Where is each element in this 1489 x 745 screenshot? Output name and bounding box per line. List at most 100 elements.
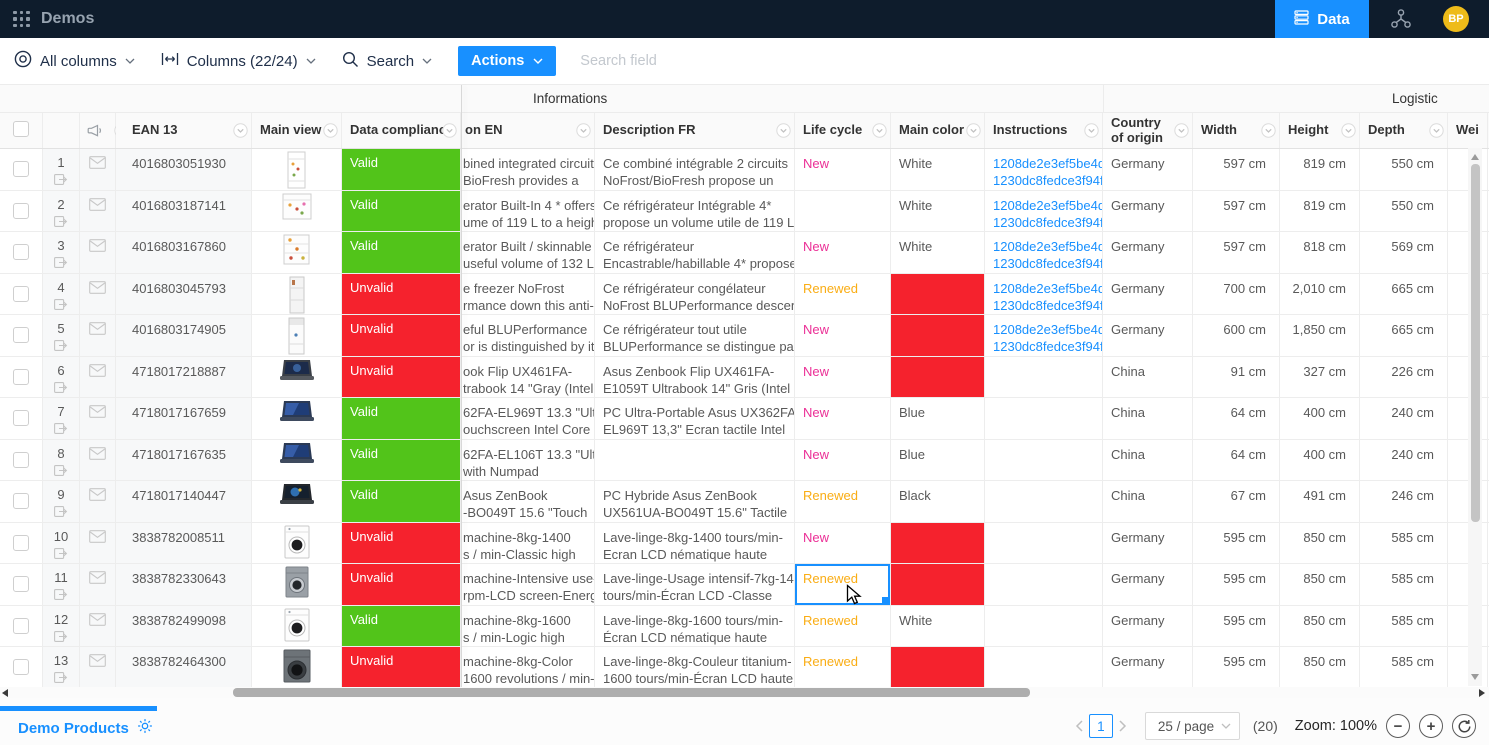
- cell-description-en[interactable]: machine-Intensive use-rpm-LCD screen-Ene…: [461, 564, 595, 605]
- cell-description-fr[interactable]: Ce réfrigérateur congélateur NoFrost BLUP…: [595, 273, 795, 314]
- cell-height[interactable]: 850 cm: [1280, 522, 1360, 563]
- cell-main-view[interactable]: [252, 398, 342, 439]
- cell-main-color[interactable]: [891, 522, 985, 563]
- cell-depth[interactable]: 585 cm: [1360, 522, 1448, 563]
- next-page-button[interactable]: [1113, 720, 1133, 732]
- filter-icon[interactable]: [966, 123, 981, 141]
- cell-main-color[interactable]: [891, 273, 985, 314]
- cell-description-fr[interactable]: PC Hybride Asus ZenBook UX561UA-BO049T 15…: [595, 481, 795, 522]
- cell-country[interactable]: Germany: [1103, 564, 1193, 605]
- cell-depth[interactable]: 246 cm: [1360, 481, 1448, 522]
- cell-ean[interactable]: 3838782008511: [116, 522, 252, 563]
- cell-data-compliance[interactable]: Valid: [342, 398, 461, 439]
- cell-weight[interactable]: [1448, 190, 1488, 231]
- cell-weight[interactable]: [1448, 522, 1488, 563]
- cell-width[interactable]: 595 cm: [1193, 522, 1280, 563]
- vertical-scrollbar[interactable]: [1468, 148, 1482, 686]
- header-depth[interactable]: Depth: [1360, 113, 1448, 148]
- cell-weight[interactable]: [1448, 481, 1488, 522]
- filter-icon[interactable]: [233, 123, 248, 141]
- cell-country[interactable]: Germany: [1103, 522, 1193, 563]
- cell-description-en[interactable]: erator Built / skinnable 4 useful volume …: [461, 232, 595, 273]
- open-record-icon[interactable]: [43, 380, 79, 397]
- row-checkbox[interactable]: [13, 202, 29, 219]
- envelope-icon[interactable]: [89, 488, 106, 504]
- prev-page-button[interactable]: [1069, 720, 1089, 732]
- open-record-icon[interactable]: [43, 670, 79, 687]
- open-record-icon[interactable]: [43, 214, 79, 231]
- cell-description-en[interactable]: erator Built-In 4 * offers a ume of 119 L…: [461, 190, 595, 231]
- cell-country[interactable]: Germany: [1103, 605, 1193, 646]
- row-checkbox[interactable]: [13, 244, 29, 260]
- cell-height[interactable]: 1,850 cm: [1280, 315, 1360, 356]
- cell-life-cycle[interactable]: New: [795, 398, 891, 439]
- current-page[interactable]: 1: [1088, 714, 1113, 738]
- envelope-icon[interactable]: [89, 612, 106, 629]
- cell-ean[interactable]: 4016803045793: [116, 273, 252, 314]
- cell-country[interactable]: China: [1103, 481, 1193, 522]
- cell-ean[interactable]: 4016803187141: [116, 190, 252, 231]
- cell-country[interactable]: Germany: [1103, 190, 1193, 231]
- cell-main-view[interactable]: [252, 564, 342, 605]
- cell-depth[interactable]: 240 cm: [1360, 398, 1448, 439]
- cell-main-view[interactable]: [252, 149, 342, 190]
- cell-height[interactable]: 491 cm: [1280, 481, 1360, 522]
- cell-description-en[interactable]: Asus ZenBook -BO049T 15.6 "Touch: [461, 481, 595, 522]
- cell-main-color[interactable]: White: [891, 605, 985, 646]
- row-checkbox[interactable]: [13, 617, 29, 634]
- cell-life-cycle[interactable]: Renewed: [795, 481, 891, 522]
- cell-depth[interactable]: 550 cm: [1360, 190, 1448, 231]
- cell-main-color[interactable]: Black: [891, 481, 985, 522]
- cell-main-view[interactable]: [252, 232, 342, 273]
- cell-ean[interactable]: 4718017140447: [116, 481, 252, 522]
- header-weight[interactable]: Wei: [1448, 113, 1488, 148]
- cell-life-cycle[interactable]: Renewed: [795, 647, 891, 687]
- cell-weight[interactable]: [1448, 149, 1488, 190]
- cell-main-color[interactable]: [891, 315, 985, 356]
- header-height[interactable]: Height: [1280, 113, 1360, 148]
- cell-description-en[interactable]: machine-8kg-Color 1600 revolutions / min-: [461, 647, 595, 687]
- row-checkbox[interactable]: [13, 493, 29, 509]
- cell-description-fr[interactable]: Ce combiné intégrable 2 circuits NoFrost/…: [595, 149, 795, 190]
- envelope-icon[interactable]: [89, 197, 106, 214]
- cell-ean[interactable]: 4016803174905: [116, 315, 252, 356]
- cell-country[interactable]: China: [1103, 439, 1193, 480]
- scroll-down-arrow[interactable]: [1471, 674, 1479, 680]
- avatar[interactable]: BP: [1443, 6, 1469, 32]
- filter-icon[interactable]: [1261, 123, 1276, 141]
- cell-main-color[interactable]: Blue: [891, 439, 985, 480]
- cell-country[interactable]: Germany: [1103, 232, 1193, 273]
- header-description-fr[interactable]: Description FR: [595, 113, 795, 148]
- filter-icon[interactable]: [776, 123, 791, 141]
- cell-data-compliance[interactable]: Unvalid: [342, 647, 461, 687]
- cell-depth[interactable]: 585 cm: [1360, 564, 1448, 605]
- cell-life-cycle[interactable]: New: [795, 232, 891, 273]
- columns-dropdown[interactable]: Columns (22/24): [161, 52, 316, 70]
- cell-instructions[interactable]: [985, 522, 1103, 563]
- gear-icon[interactable]: [137, 718, 153, 738]
- cell-width[interactable]: 597 cm: [1193, 190, 1280, 231]
- cell-instructions[interactable]: [985, 605, 1103, 646]
- envelope-icon[interactable]: [89, 322, 106, 338]
- filter-icon[interactable]: [323, 123, 338, 141]
- cell-depth[interactable]: 550 cm: [1360, 149, 1448, 190]
- cell-data-compliance[interactable]: Valid: [342, 439, 461, 480]
- open-record-icon[interactable]: [43, 255, 79, 272]
- header-life-cycle[interactable]: Life cycle: [795, 113, 891, 148]
- open-record-icon[interactable]: [43, 546, 79, 563]
- cell-weight[interactable]: [1448, 398, 1488, 439]
- app-grid-icon[interactable]: [13, 10, 30, 28]
- row-checkbox[interactable]: [13, 161, 29, 177]
- cell-life-cycle[interactable]: New: [795, 522, 891, 563]
- open-record-icon[interactable]: [43, 629, 79, 646]
- cell-weight[interactable]: [1448, 315, 1488, 356]
- select-all-checkbox[interactable]: [13, 121, 29, 137]
- cell-instructions[interactable]: [985, 439, 1103, 480]
- zoom-in-button[interactable]: +: [1419, 714, 1443, 738]
- row-checkbox[interactable]: [13, 285, 29, 302]
- cell-life-cycle[interactable]: Renewed: [795, 273, 891, 314]
- instruction-link[interactable]: 1230dc8fedce3f94f7: [993, 256, 1103, 272]
- cell-width[interactable]: 597 cm: [1193, 149, 1280, 190]
- cell-height[interactable]: 2,010 cm: [1280, 273, 1360, 314]
- search-dropdown[interactable]: Search: [342, 51, 433, 72]
